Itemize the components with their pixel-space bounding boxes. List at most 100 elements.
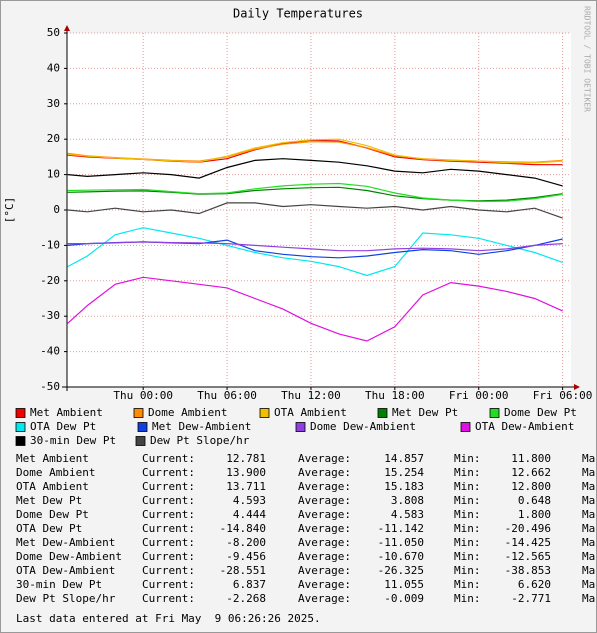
legend-swatch <box>259 408 270 418</box>
stat-name: Dome Dew-Ambient <box>16 550 122 563</box>
stat-value: 6.620 <box>518 578 551 591</box>
y-tick-label: 10 <box>47 168 60 181</box>
stat-label: Ma <box>582 452 595 465</box>
stat-label: Ma <box>582 592 595 605</box>
stat-label: Ma <box>582 480 595 493</box>
series-line <box>67 276 563 342</box>
stat-name: Dew Pt Slope/hr <box>16 592 116 605</box>
x-tick-label: Thu 00:00 <box>113 389 173 402</box>
legend-label: OTA Ambient <box>274 406 347 419</box>
stat-value: -11.050 <box>378 536 424 549</box>
stat-name: Met Ambient <box>16 452 89 465</box>
stat-name: Met Dew Pt <box>16 494 82 507</box>
legend-swatch <box>15 436 26 446</box>
stat-label: Min: <box>454 466 481 479</box>
stat-value: 12.800 <box>511 480 551 493</box>
stat-value: 4.593 <box>233 494 266 507</box>
legend-label: OTA Dew Pt <box>30 420 96 433</box>
legend-label: Dome Dew Pt <box>504 406 577 419</box>
stat-value: 11.055 <box>384 578 424 591</box>
legend-swatch <box>15 408 26 418</box>
stat-label: Ma <box>582 536 595 549</box>
stat-value: 1.800 <box>518 508 551 521</box>
legend-label: Dew Pt Slope/hr <box>150 434 250 447</box>
footer: Last data entered at Fri May 9 06:26:26 … <box>16 612 321 625</box>
stat-name: Dome Ambient <box>16 466 95 479</box>
stat-value: -8.200 <box>226 536 266 549</box>
y-tick-label: -20 <box>40 274 60 287</box>
stat-value: -11.142 <box>378 522 424 535</box>
stat-value: -14.425 <box>505 536 551 549</box>
stat-value: 12.781 <box>226 452 266 465</box>
stat-label: Min: <box>454 508 481 521</box>
watermark: RRDTOOL / TOBI OETIKER <box>583 6 592 112</box>
x-axis-arrow <box>574 384 580 390</box>
stat-value: -0.009 <box>384 592 424 605</box>
y-tick-label: -50 <box>40 380 60 393</box>
chart-title: Daily Temperatures <box>233 7 363 21</box>
legend-swatch <box>15 422 26 432</box>
stat-label: Ma <box>582 508 595 521</box>
stat-label: Ma <box>582 550 595 563</box>
legend-swatch <box>489 408 500 418</box>
stat-label: Average: <box>298 480 351 493</box>
stat-label: Current: <box>142 564 195 577</box>
stat-label: Average: <box>298 536 351 549</box>
x-tick-label: Thu 12:00 <box>281 389 341 402</box>
x-tick-label: Fri 00:00 <box>449 389 509 402</box>
stat-name: OTA Ambient <box>16 480 89 493</box>
stat-label: Min: <box>454 564 481 577</box>
stat-value: -9.456 <box>226 550 266 563</box>
stat-label: Current: <box>142 592 195 605</box>
y-axis-arrow <box>64 25 70 31</box>
stat-value: -26.325 <box>378 564 424 577</box>
y-axis-label: [°C] <box>3 197 16 224</box>
y-tick-label: -40 <box>40 345 60 358</box>
legend-swatch <box>460 422 471 432</box>
stat-value: 4.583 <box>391 508 424 521</box>
stat-value: 12.662 <box>511 466 551 479</box>
stat-label: Min: <box>454 480 481 493</box>
stat-label: Min: <box>454 494 481 507</box>
y-tick-label: 0 <box>53 203 60 216</box>
stat-value: 14.857 <box>384 452 424 465</box>
stat-label: Ma <box>582 564 595 577</box>
legend-swatch <box>295 422 306 432</box>
stat-label: Current: <box>142 536 195 549</box>
stat-value: -28.551 <box>220 564 266 577</box>
stat-value: 3.808 <box>391 494 424 507</box>
stat-label: Min: <box>454 452 481 465</box>
stat-value: 11.800 <box>511 452 551 465</box>
stat-name: OTA Dew Pt <box>16 522 82 535</box>
series-line <box>67 227 563 277</box>
stat-value: -2.771 <box>511 592 551 605</box>
stat-label: Current: <box>142 522 195 535</box>
stat-label: Average: <box>298 508 351 521</box>
stat-label: Average: <box>298 494 351 507</box>
stat-name: 30-min Dew Pt <box>16 578 102 591</box>
stat-label: Min: <box>454 522 481 535</box>
stat-value: 15.254 <box>384 466 424 479</box>
stat-label: Ma <box>582 494 595 507</box>
stat-label: Min: <box>454 550 481 563</box>
stat-label: Average: <box>298 564 351 577</box>
legend-label: Met Dew-Ambient <box>152 420 251 433</box>
series-line <box>67 241 563 252</box>
stat-label: Ma <box>582 466 595 479</box>
stat-label: Average: <box>298 550 351 563</box>
legend-label: Met Ambient <box>30 406 103 419</box>
y-tick-label: 50 <box>47 26 60 39</box>
series-line <box>67 202 563 219</box>
legend-label: OTA Dew-Ambient <box>475 420 574 433</box>
stat-label: Current: <box>142 480 195 493</box>
stat-name: Dome Dew Pt <box>16 508 89 521</box>
y-tick-label: 30 <box>47 97 60 110</box>
stat-value: 13.711 <box>226 480 266 493</box>
stat-value: -14.840 <box>220 522 266 535</box>
x-tick-label: Fri 06:00 <box>533 389 593 402</box>
stat-value: -10.670 <box>378 550 424 563</box>
x-tick-label: Thu 06:00 <box>197 389 257 402</box>
stat-label: Current: <box>142 508 195 521</box>
stat-label: Current: <box>142 578 195 591</box>
